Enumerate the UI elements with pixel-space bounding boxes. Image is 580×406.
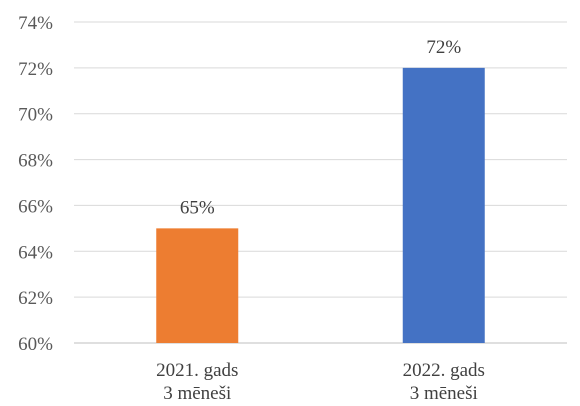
x-tick-label: 3 mēneši <box>410 383 478 404</box>
bar <box>156 228 239 343</box>
bar <box>402 67 485 343</box>
data-label: 65% <box>180 197 215 218</box>
y-tick-label: 72% <box>18 59 53 80</box>
y-tick-label: 74% <box>18 13 53 34</box>
y-tick-label: 70% <box>18 105 53 126</box>
y-tick-label: 60% <box>18 334 53 355</box>
y-tick-label: 62% <box>18 288 53 309</box>
x-tick-label: 2021. gads <box>156 360 238 381</box>
x-tick-label: 3 mēneši <box>163 383 231 404</box>
x-tick-label: 2022. gads <box>403 360 485 381</box>
y-tick-label: 64% <box>18 242 53 263</box>
data-label: 72% <box>426 37 461 58</box>
y-tick-label: 66% <box>18 196 53 217</box>
y-tick-label: 68% <box>18 151 53 172</box>
